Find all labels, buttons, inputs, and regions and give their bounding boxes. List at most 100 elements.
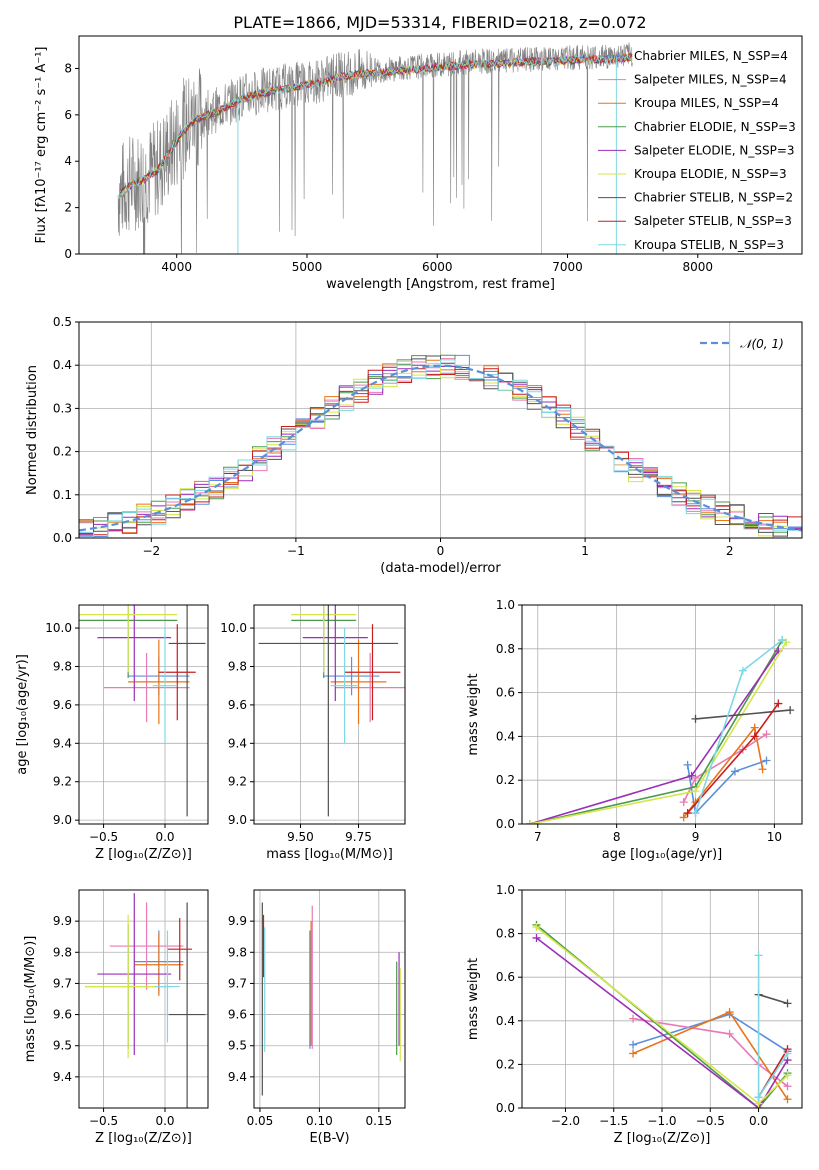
weight-line-chabrier-stelib bbox=[758, 993, 788, 1005]
weight-marker bbox=[783, 1082, 792, 1091]
weight-marker bbox=[691, 714, 700, 723]
x-tick-label: −1.0 bbox=[647, 1114, 676, 1128]
y-tick-label: 9.0 bbox=[53, 813, 72, 827]
x-axis-label: E(B-V) bbox=[309, 1131, 349, 1146]
x-tick-label: 0.0 bbox=[749, 1114, 768, 1128]
weight-line-chabrier-elodie bbox=[529, 639, 783, 824]
y-tick-label: 9.8 bbox=[53, 659, 72, 673]
axes-frame bbox=[521, 604, 803, 825]
x-tick-label: 7000 bbox=[552, 260, 583, 274]
y-axis-label: Flux [fλ10⁻¹⁷ erg cm⁻² s⁻¹ A⁻¹] bbox=[34, 47, 49, 244]
age-vs-Z-plot bbox=[75, 605, 208, 828]
y-tick-label: 0.6 bbox=[496, 686, 515, 700]
y-tick-label: 9.6 bbox=[53, 1008, 72, 1022]
weight-line-salpeter-elodie bbox=[536, 937, 789, 1108]
y-tick-label: 0.3 bbox=[53, 401, 72, 415]
y-tick-label: 0.4 bbox=[496, 729, 515, 743]
weight-marker bbox=[691, 787, 700, 796]
residuals-marks bbox=[79, 354, 802, 538]
y-tick-label: 9.4 bbox=[53, 736, 72, 750]
weight-line-kroupa-stelib bbox=[757, 955, 789, 1100]
y-tick-label: 9.2 bbox=[228, 775, 247, 789]
y-tick-label: 0.4 bbox=[53, 358, 72, 372]
weight-marker bbox=[762, 756, 771, 765]
x-tick-label: −0.5 bbox=[696, 1114, 725, 1128]
weight-marker bbox=[774, 699, 783, 708]
y-tick-label: 0.8 bbox=[496, 927, 515, 941]
y-tick-label: 10.0 bbox=[45, 621, 72, 635]
mass-vs-Z-marks bbox=[85, 893, 206, 1108]
y-tick-label: 10.0 bbox=[220, 621, 247, 635]
y-tick-label: 9.2 bbox=[53, 775, 72, 789]
observed-spectrum-line bbox=[117, 42, 633, 254]
x-tick-label: −1.5 bbox=[599, 1114, 628, 1128]
x-tick-label: −0.5 bbox=[89, 1114, 118, 1128]
weight-vs-Z-marks bbox=[532, 920, 792, 1108]
y-axis-label: age [log₁₀(age/yr)] bbox=[15, 654, 30, 775]
x-axis-label: Z [log₁₀(Z/Z⊙)] bbox=[95, 847, 192, 862]
y-tick-label: 0.1 bbox=[53, 488, 72, 502]
age-vs-mass-marks bbox=[258, 605, 405, 817]
weight-marker bbox=[725, 1008, 734, 1017]
y-tick-label: 1.0 bbox=[496, 883, 515, 897]
age-vs-mass-plot bbox=[250, 605, 405, 828]
legend-entry: Kroupa STELIB, N_SSP=3 bbox=[634, 238, 784, 252]
axes-frame bbox=[521, 889, 803, 1109]
histogram-kroupa-stelib bbox=[79, 359, 802, 538]
weight-marker bbox=[725, 1029, 734, 1038]
weight-marker bbox=[629, 1040, 638, 1049]
model-line-kroupa-stelib bbox=[119, 53, 633, 196]
y-tick-label: 0.4 bbox=[496, 1014, 515, 1028]
x-tick-label: 0.10 bbox=[306, 1114, 333, 1128]
axes-frame bbox=[78, 35, 803, 255]
y-tick-label: 4 bbox=[64, 154, 72, 168]
weight-vs-Z-plot bbox=[518, 889, 802, 1112]
chart-title: PLATE=1866, MJD=53314, FIBERID=0218, z=0… bbox=[233, 13, 646, 32]
legend-entry: Chabrier STELIB, N_SSP=2 bbox=[634, 191, 793, 205]
weight-marker bbox=[629, 1049, 638, 1058]
x-tick-label: −2 bbox=[142, 544, 160, 558]
weight-marker bbox=[691, 809, 700, 818]
weight-marker bbox=[783, 1095, 792, 1104]
x-tick-label: 7 bbox=[534, 830, 542, 844]
weight-marker bbox=[758, 765, 767, 774]
mass-vs-Z-plot bbox=[75, 890, 208, 1112]
y-tick-label: 9.9 bbox=[228, 914, 247, 928]
axes-frame bbox=[253, 889, 406, 1109]
weight-marker bbox=[762, 730, 771, 739]
axes-frame bbox=[78, 889, 209, 1109]
y-tick-label: 9.4 bbox=[228, 1070, 247, 1084]
y-tick-label: 9.5 bbox=[228, 1039, 247, 1053]
weight-marker bbox=[754, 1093, 763, 1102]
y-tick-label: 0.6 bbox=[496, 970, 515, 984]
y-tick-label: 9.6 bbox=[228, 1008, 247, 1022]
weight-line-salpeter-miles bbox=[682, 733, 767, 803]
weight-marker bbox=[525, 820, 534, 824]
axes-frame bbox=[78, 321, 803, 539]
weight-marker bbox=[532, 933, 541, 942]
x-axis-label: Z [log₁₀(Z/Z⊙)] bbox=[95, 1131, 192, 1146]
x-tick-label: 9.50 bbox=[287, 830, 314, 844]
weight-line-chabrier-stelib bbox=[695, 709, 791, 720]
y-tick-label: 9.7 bbox=[53, 976, 72, 990]
y-tick-label: 0 bbox=[64, 247, 72, 261]
weight-marker bbox=[679, 798, 688, 807]
weight-marker bbox=[532, 923, 541, 932]
legend-entry: Kroupa ELODIE, N_SSP=3 bbox=[634, 167, 787, 181]
axes-frame bbox=[78, 604, 209, 825]
weight-line-kroupa-stelib bbox=[694, 639, 783, 814]
y-tick-label: 0.5 bbox=[53, 315, 72, 329]
y-tick-label: 9.8 bbox=[53, 945, 72, 959]
weight-marker bbox=[687, 771, 696, 780]
weight-marker bbox=[730, 767, 739, 776]
y-tick-label: 9.8 bbox=[228, 659, 247, 673]
y-tick-label: 0.0 bbox=[496, 817, 515, 831]
y-tick-label: 9.4 bbox=[53, 1070, 72, 1084]
y-tick-label: 0.8 bbox=[496, 642, 515, 656]
x-tick-label: 4000 bbox=[161, 260, 192, 274]
x-tick-label: 0.0 bbox=[155, 830, 174, 844]
legend-entry: 𝒩(0, 1) bbox=[740, 337, 784, 351]
weight-vs-age-marks bbox=[525, 636, 795, 824]
y-tick-label: 2 bbox=[64, 201, 72, 215]
legend-entry: Chabrier MILES, N_SSP=4 bbox=[634, 49, 788, 63]
